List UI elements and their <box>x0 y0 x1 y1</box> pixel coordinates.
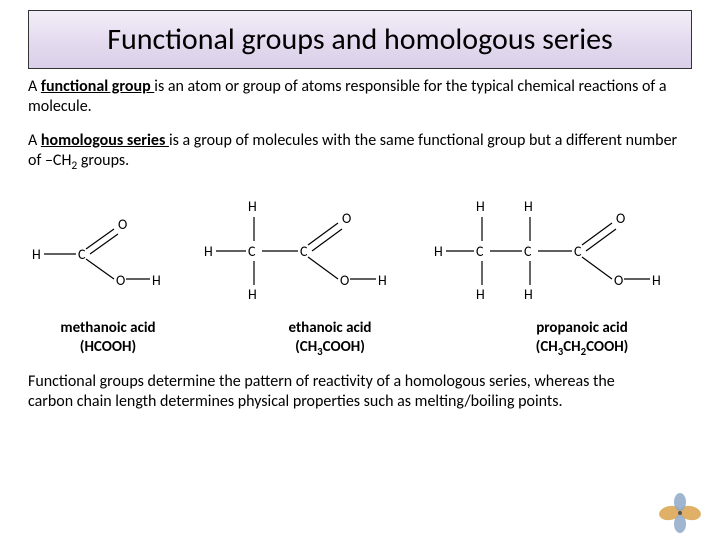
molecule-methanoic: H C O O H <box>18 199 178 309</box>
svg-text:O: O <box>116 272 125 289</box>
structure-methanoic-icon: H C O O H <box>18 199 178 309</box>
svg-text:O: O <box>340 272 349 289</box>
title-banner: Functional groups and homologous series <box>28 10 692 69</box>
svg-text:C: C <box>476 243 484 260</box>
label-methanoic: methanoic acid (HCOOH) <box>18 319 198 358</box>
svg-text:H: H <box>152 272 161 289</box>
svg-text:H: H <box>652 272 661 289</box>
svg-text:C: C <box>524 243 532 260</box>
label-propanoic: propanoic acid (CH3CH2COOH) <box>462 319 702 358</box>
svg-text:H: H <box>204 243 213 260</box>
svg-text:H: H <box>248 286 257 303</box>
svg-text:H: H <box>524 286 533 303</box>
svg-text:H: H <box>476 286 485 303</box>
orbital-icon <box>656 492 704 534</box>
svg-text:O: O <box>342 210 351 227</box>
molecule-formula: (HCOOH) <box>18 338 198 357</box>
svg-text:H: H <box>32 246 41 263</box>
molecule-name: ethanoic acid <box>200 319 460 338</box>
svg-text:C: C <box>78 246 86 263</box>
term-homologous-series: homologous series <box>41 131 169 150</box>
svg-text:O: O <box>616 210 625 227</box>
svg-text:O: O <box>614 272 623 289</box>
svg-text:H: H <box>524 198 533 215</box>
molecule-labels-row: methanoic acid (HCOOH) ethanoic acid (CH… <box>18 319 702 358</box>
svg-text:H: H <box>248 198 257 215</box>
paragraph-functional-group: A functional group is an atom or group o… <box>28 77 692 117</box>
term-functional-group: functional group <box>41 77 154 96</box>
molecule-formula: (CH3COOH) <box>200 338 460 358</box>
structure-propanoic-icon: H C H H C H H C O O H <box>422 181 702 309</box>
text: A <box>28 131 41 150</box>
svg-text:H: H <box>476 198 485 215</box>
label-ethanoic: ethanoic acid (CH3COOH) <box>200 319 460 358</box>
svg-text:C: C <box>574 243 582 260</box>
molecule-name: methanoic acid <box>18 319 198 338</box>
paragraph-bottom: Functional groups determine the pattern … <box>28 372 628 412</box>
page-title: Functional groups and homologous series <box>37 23 683 58</box>
text: groups. <box>77 151 129 170</box>
svg-text:C: C <box>300 243 308 260</box>
paragraph-homologous-series: A homologous series is a group of molecu… <box>28 131 692 174</box>
molecule-ethanoic: H C H H C O O H <box>190 181 410 309</box>
structure-ethanoic-icon: H C H H C O O H <box>190 181 410 309</box>
svg-text:C: C <box>248 243 256 260</box>
text: A <box>28 77 41 96</box>
molecules-row: H C O O H H C H H <box>18 179 702 309</box>
molecule-name: propanoic acid <box>462 319 702 338</box>
svg-text:H: H <box>434 243 443 260</box>
molecule-propanoic: H C H H C H H C O O H <box>422 181 702 309</box>
molecule-formula: (CH3CH2COOH) <box>462 338 702 358</box>
svg-text:H: H <box>378 272 387 289</box>
svg-text:O: O <box>118 216 127 233</box>
